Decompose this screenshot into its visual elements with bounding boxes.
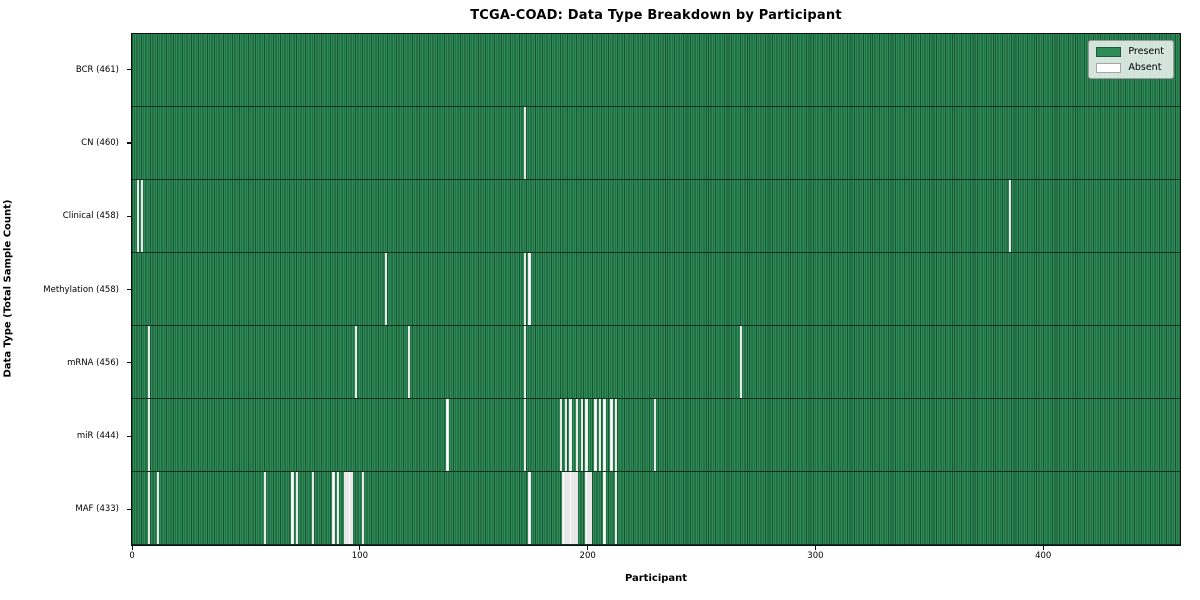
legend-item-absent: Absent xyxy=(1096,62,1164,73)
absent-stripe xyxy=(528,253,531,325)
absent-stripe xyxy=(587,472,590,544)
y-tick-mark xyxy=(127,508,131,511)
absent-stripe xyxy=(573,472,577,544)
y-tick-mark xyxy=(127,142,131,144)
absent-stripe xyxy=(350,472,353,544)
y-tick-mark xyxy=(127,362,131,364)
absent-stripe xyxy=(311,472,315,544)
absent-stripe xyxy=(603,472,606,544)
absent-stripe xyxy=(336,472,340,544)
absent-stripe xyxy=(603,399,606,471)
legend-item-present: Present xyxy=(1096,46,1164,57)
absent-stripe xyxy=(610,399,613,471)
x-tick-mark xyxy=(359,546,361,550)
absent-stripe xyxy=(157,472,160,544)
absent-stripe xyxy=(567,472,570,544)
absent-stripe xyxy=(264,472,267,544)
absent-stripe xyxy=(141,180,144,252)
absent-stripe xyxy=(523,326,527,398)
absent-stripe xyxy=(523,107,527,179)
x-axis-title: Participant xyxy=(624,573,688,584)
legend-label-absent: Absent xyxy=(1128,62,1162,73)
absent-stripe xyxy=(564,399,568,471)
absent-swatch xyxy=(1096,62,1122,73)
x-tick-mark xyxy=(1042,546,1044,550)
y-tick-label: BCR (461) xyxy=(75,64,119,75)
absent-stripe xyxy=(291,472,294,544)
absent-stripe xyxy=(348,472,351,544)
absent-stripe xyxy=(147,472,151,544)
y-tick-label: mRNA (456) xyxy=(67,357,119,368)
absent-stripe xyxy=(585,472,588,544)
chart-title: TCGA-COAD: Data Type Breakdown by Partic… xyxy=(470,8,842,23)
row-miR xyxy=(132,399,1180,472)
x-tick-label: 300 xyxy=(807,551,824,561)
absent-stripe xyxy=(407,326,410,398)
row-MAF xyxy=(132,472,1180,545)
absent-stripe xyxy=(295,472,299,544)
absent-stripe xyxy=(560,399,563,471)
y-tick-mark xyxy=(127,435,131,437)
y-tick-mark xyxy=(127,69,131,71)
x-tick-mark xyxy=(587,546,589,550)
absent-stripe xyxy=(384,253,388,325)
absent-stripe xyxy=(594,399,597,471)
legend-label-present: Present xyxy=(1128,46,1164,57)
absent-stripe xyxy=(562,472,565,544)
absent-stripe xyxy=(585,399,588,471)
y-tick-mark xyxy=(127,215,131,217)
absent-stripe xyxy=(136,180,139,252)
absent-stripe xyxy=(523,253,527,325)
absent-stripe xyxy=(589,472,593,544)
present-swatch xyxy=(1096,46,1122,57)
absent-stripe xyxy=(598,399,602,471)
absent-stripe xyxy=(332,472,335,544)
row-Clinical xyxy=(132,180,1180,253)
absent-stripe xyxy=(523,399,527,471)
x-tick-label: 0 xyxy=(129,551,135,561)
absent-stripe xyxy=(147,399,151,471)
x-tick-label: 200 xyxy=(579,551,596,561)
row-Methylation xyxy=(132,253,1180,326)
absent-stripe xyxy=(569,472,572,544)
absent-stripe xyxy=(1008,180,1012,252)
absent-stripe xyxy=(446,399,449,471)
y-tick-label: MAF (433) xyxy=(75,504,119,515)
x-tick-mark xyxy=(131,546,133,550)
plot-area: Present Absent xyxy=(131,33,1181,546)
x-tick-mark xyxy=(814,546,817,550)
absent-stripe xyxy=(653,399,656,471)
y-tick-label: miR (444) xyxy=(76,431,119,442)
absent-stripe xyxy=(343,472,347,544)
absent-stripe xyxy=(355,326,358,398)
y-tick-label: Clinical (458) xyxy=(62,211,119,222)
absent-stripe xyxy=(362,472,365,544)
absent-stripe xyxy=(564,472,568,544)
absent-stripe xyxy=(569,399,572,471)
absent-stripe xyxy=(614,399,618,471)
absent-stripe xyxy=(740,326,743,398)
absent-stripe xyxy=(147,326,151,398)
absent-stripe xyxy=(580,399,583,471)
y-tick-label: Methylation (458) xyxy=(43,284,119,295)
y-tick-label: CN (460) xyxy=(81,137,119,148)
x-tick-label: 100 xyxy=(351,551,368,561)
absent-stripe xyxy=(576,399,579,471)
row-BCR xyxy=(132,34,1180,107)
row-mRNA xyxy=(132,326,1180,399)
x-tick-label: 400 xyxy=(1035,551,1052,561)
absent-stripe xyxy=(576,472,579,544)
y-tick-mark xyxy=(127,289,131,291)
absent-stripe xyxy=(571,472,574,544)
legend: Present Absent xyxy=(1088,40,1174,79)
absent-stripe xyxy=(346,472,349,544)
row-CN xyxy=(132,107,1180,180)
absent-stripe xyxy=(528,472,531,544)
absent-stripe xyxy=(614,472,618,544)
